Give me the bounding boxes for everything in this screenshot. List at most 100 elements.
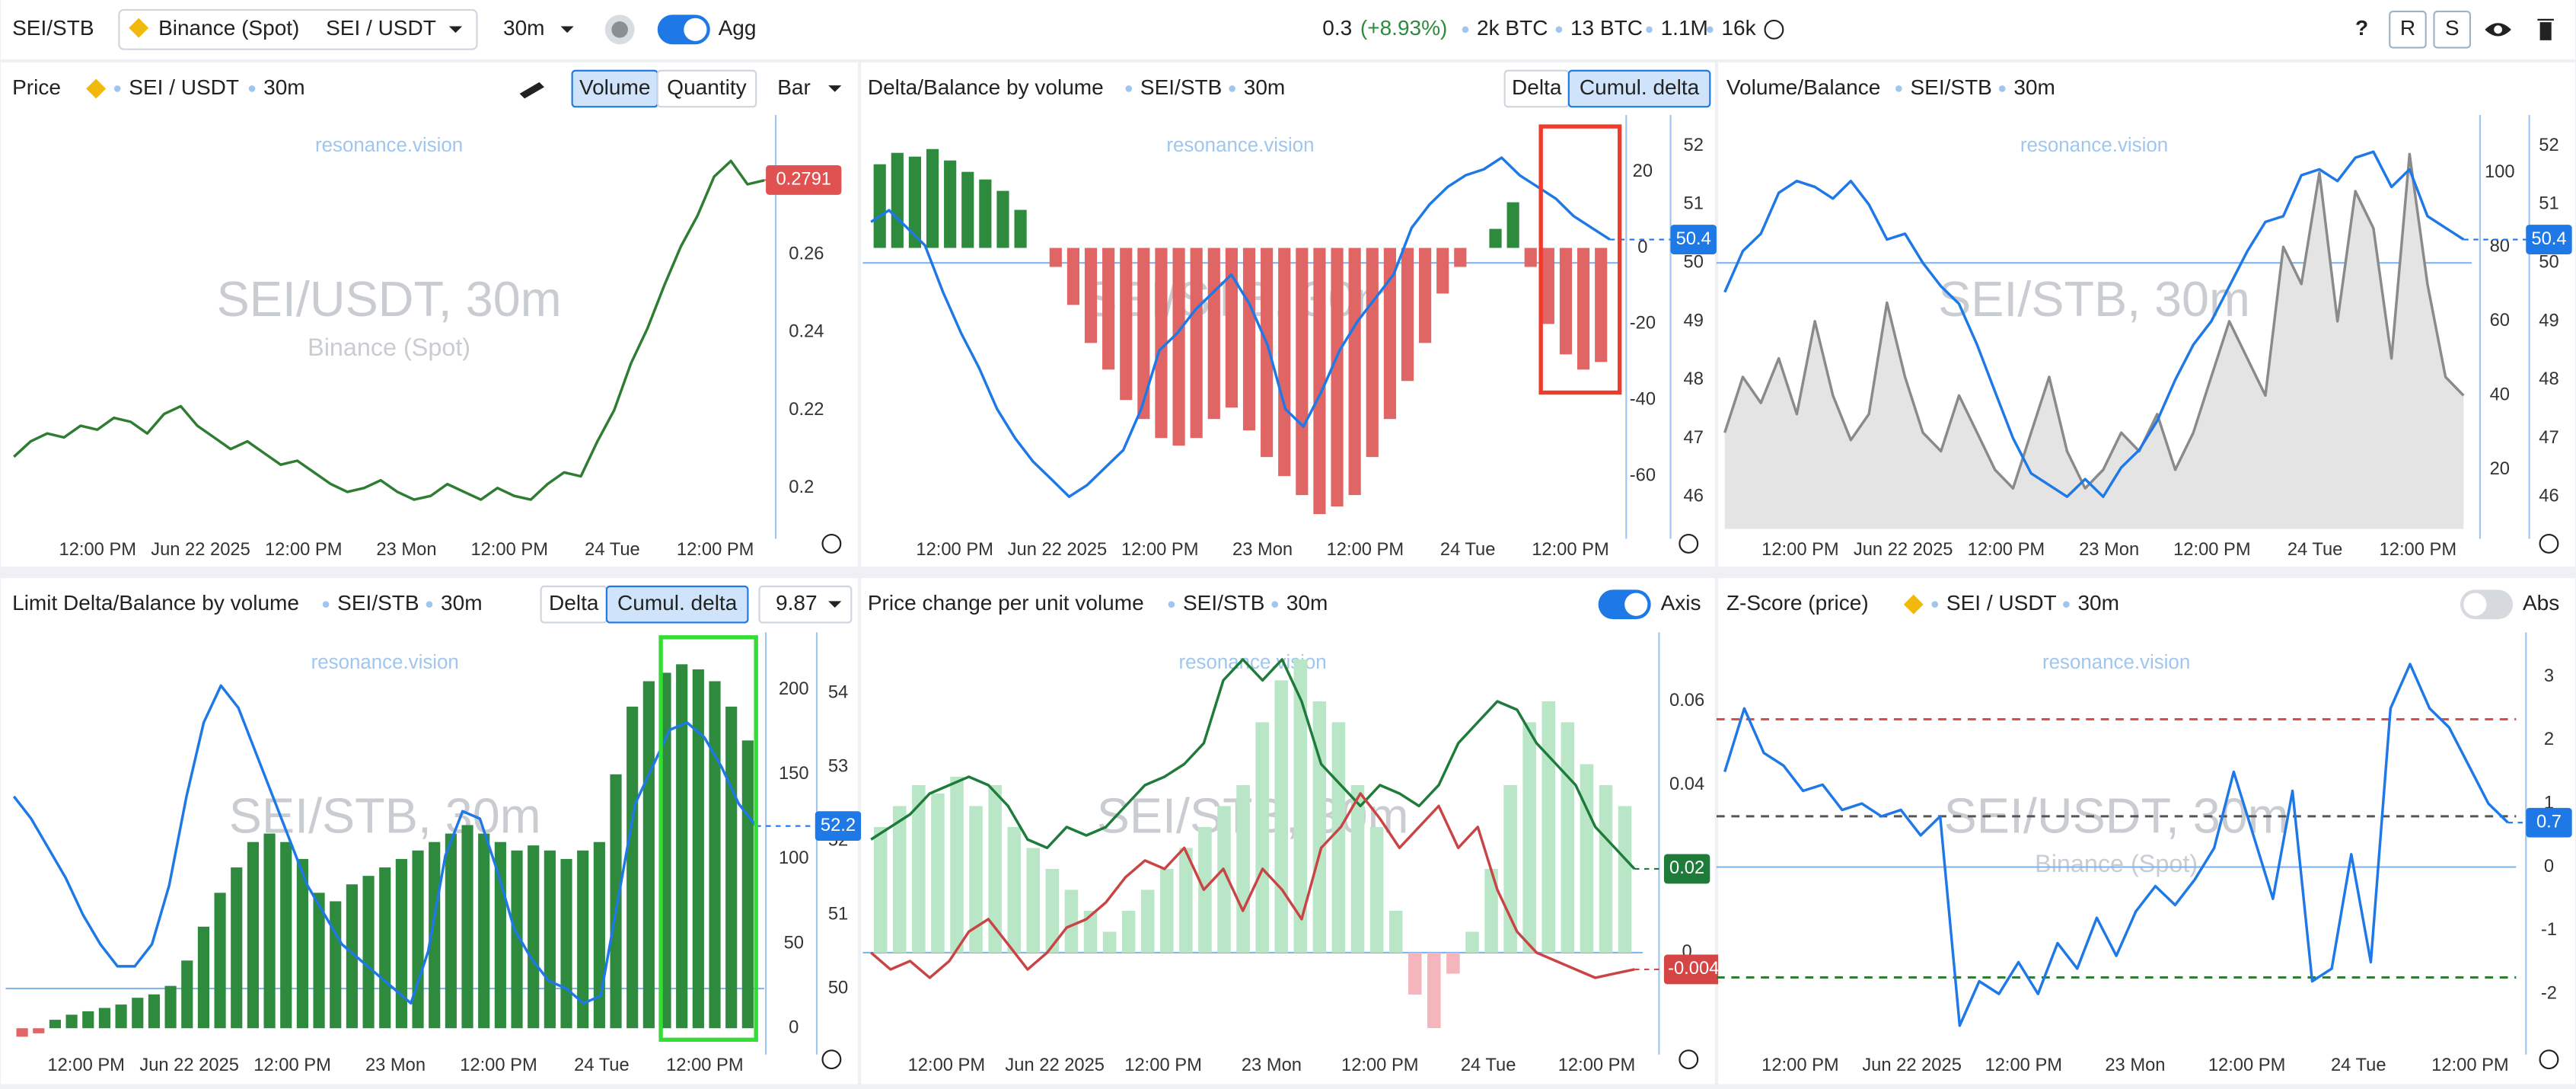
bar: [16, 1028, 28, 1037]
bar: [1599, 784, 1613, 953]
trash-icon[interactable]: [2537, 18, 2554, 40]
y2-tick-label: 51: [1684, 194, 1704, 214]
bar: [1506, 202, 1519, 248]
info-icon[interactable]: [821, 1049, 842, 1070]
bar: [1313, 248, 1326, 515]
header-item: SEI/STB: [1183, 591, 1264, 615]
y2-tick-label: 51: [828, 904, 848, 924]
exchange: Binance (Spot): [158, 16, 299, 40]
x-tick-label: 12:00 PM: [253, 1055, 331, 1075]
bar: [950, 776, 964, 953]
button[interactable]: [758, 585, 853, 624]
caret: [448, 26, 463, 34]
stat: 16k: [1721, 16, 1756, 40]
info-icon[interactable]: [2539, 1049, 2559, 1070]
y2-tick-label: 48: [1684, 369, 1704, 389]
header-item: SEI/STB: [337, 591, 419, 615]
stat: 2k BTC: [1477, 16, 1548, 40]
bar: [429, 842, 441, 1029]
bar: [1577, 248, 1590, 370]
bar: [1419, 248, 1432, 343]
info-icon[interactable]: [821, 533, 842, 554]
x-tick-label: 12:00 PM: [1761, 540, 1839, 560]
x-tick-label: 24 Tue: [1461, 1055, 1516, 1075]
y-tick-label: 100: [2485, 162, 2515, 182]
button-label: Delta: [549, 591, 599, 615]
button[interactable]: [1567, 69, 1711, 108]
y-tick-label: 20: [1633, 161, 1653, 181]
header-item: 30m: [263, 75, 305, 99]
last-value-box: [1670, 225, 1717, 254]
header-item: 30m: [1244, 75, 1286, 99]
x-tick-label: 24 Tue: [574, 1055, 630, 1075]
header-item: SEI/STB: [1910, 75, 1991, 99]
y2-tick-label: 49: [1684, 311, 1704, 331]
panel-title: Limit Delta/Balance by volume: [12, 591, 299, 615]
watermark: SEI/USDT, 30m: [217, 271, 562, 327]
x-tick-label: Jun 22 2025: [1854, 540, 1953, 560]
x-tick-label: 12:00 PM: [1124, 1055, 1202, 1075]
button[interactable]: [656, 69, 757, 108]
x-tick-label: 12:00 PM: [1761, 1055, 1839, 1075]
bar: [148, 994, 161, 1029]
y2-tick-label: 54: [828, 682, 848, 702]
watermark: resonance.vision: [2020, 135, 2168, 156]
y-tick-label: 20: [2490, 459, 2510, 479]
info-icon[interactable]: [2539, 533, 2559, 554]
x-tick-label: 23 Mon: [365, 1055, 426, 1075]
button[interactable]: [605, 585, 749, 624]
bar: [1489, 228, 1502, 248]
bar: [1121, 910, 1136, 953]
bar: [296, 858, 308, 1029]
bar: [346, 884, 358, 1029]
dot: [1707, 26, 1714, 34]
y-tick-label: 0.24: [789, 322, 824, 342]
x-tick-label: 12:00 PM: [2173, 540, 2251, 560]
bar: [263, 833, 276, 1029]
x-tick-label: 23 Mon: [1242, 1055, 1302, 1075]
bar: [969, 806, 983, 953]
x-tick-label: Jun 22 2025: [139, 1055, 239, 1075]
highlight-box: [658, 635, 758, 1042]
toggle-label: Abs: [2523, 591, 2559, 615]
stat: 1.1M: [1661, 16, 1708, 40]
r-button[interactable]: [2389, 11, 2427, 49]
bar: [1350, 784, 1365, 953]
dot: [426, 601, 433, 608]
s-button[interactable]: [2433, 11, 2472, 49]
bar: [1278, 248, 1291, 477]
record-dot: [611, 21, 628, 38]
info-icon[interactable]: [1764, 19, 1784, 40]
agg-label: Agg: [719, 16, 757, 40]
y-tick-label: -40: [1630, 390, 1656, 410]
caret: [828, 85, 842, 92]
exchange-select[interactable]: [118, 8, 478, 50]
y2-tick-label: 50: [2539, 252, 2558, 272]
bar: [996, 190, 1009, 248]
y-tick-label: 100: [779, 848, 809, 868]
bar: [1595, 248, 1608, 362]
bar: [725, 706, 738, 1029]
bar: [132, 998, 144, 1029]
info-icon[interactable]: [1679, 533, 1699, 554]
help[interactable]: ?: [2355, 16, 2368, 40]
header-item: 30m: [2013, 75, 2055, 99]
bar: [1172, 248, 1185, 446]
bar: [1348, 248, 1361, 496]
ruler-icon[interactable]: [519, 81, 544, 99]
bar: [979, 179, 992, 248]
bar: [1225, 248, 1238, 408]
last-value-label: 52.2: [821, 816, 856, 835]
bar: [873, 164, 886, 248]
bar: [1160, 868, 1174, 953]
binance-icon: [86, 78, 107, 99]
x-tick-label: Jun 22 2025: [1862, 1055, 1962, 1075]
interval[interactable]: 30m: [503, 16, 545, 40]
bar: [642, 681, 655, 1029]
bar: [1561, 722, 1575, 953]
price: 0.3: [1322, 16, 1352, 40]
info-icon[interactable]: [1679, 1049, 1699, 1070]
x-tick-label: 24 Tue: [2331, 1055, 2386, 1075]
dot: [1271, 601, 1279, 608]
